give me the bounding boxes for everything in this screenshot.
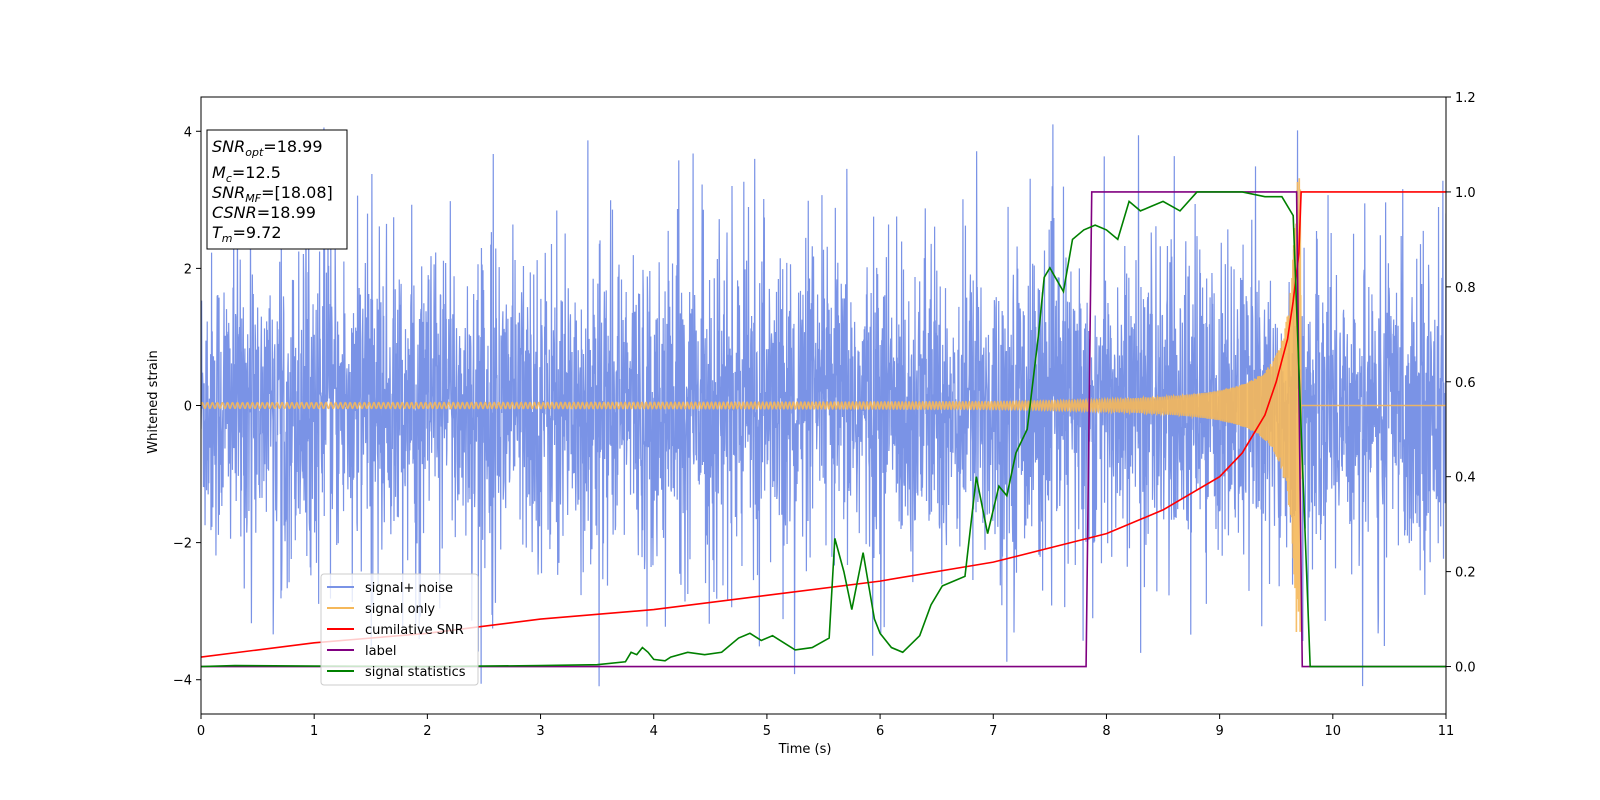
x-tick-label: 2	[423, 724, 431, 739]
info-snr-opt: SNRopt=18.99	[212, 137, 323, 159]
y-tick-label: −4	[173, 674, 192, 689]
legend-entry: signal only	[365, 602, 435, 617]
info-tm: Tm=9.72	[212, 223, 282, 245]
y-right-tick-label: 0.4	[1455, 471, 1476, 486]
x-tick-label: 4	[650, 724, 658, 739]
y-tick-label: 4	[184, 125, 192, 140]
info-snr-mf: SNRMF=[18.08]	[212, 183, 333, 205]
y-right-tick-label: 1.2	[1455, 91, 1476, 106]
info-csnr: CSNR=18.99	[212, 203, 316, 222]
y-right-tick-label: 1.0	[1455, 186, 1476, 201]
legend-entry: signal+ noise	[365, 581, 453, 596]
x-tick-label: 8	[1102, 724, 1110, 739]
y-right-tick-label: 0.8	[1455, 281, 1476, 296]
series-line-4	[201, 191, 1446, 668]
x-tick-label: 1	[310, 724, 318, 739]
x-tick-label: 6	[876, 724, 884, 739]
legend-box	[320, 573, 479, 686]
x-tick-label: 11	[1438, 724, 1455, 739]
y-tick-label: 2	[184, 262, 192, 277]
plot-area	[201, 124, 1446, 687]
axes: 0 1 2 3 4 5 6 7 8 9 10 11 −4 −2 0 2 4 0.0 0.2 0.4 0.6 0.8 1.0 1…	[173, 91, 1476, 739]
x-tick-label: 7	[989, 724, 997, 739]
info-mc: Mc=12.5	[212, 163, 281, 185]
y-right-tick-label: 0.0	[1455, 661, 1476, 676]
y-right-tick-label: 0.6	[1455, 376, 1476, 391]
x-tick-label: 3	[536, 724, 544, 739]
info-box: SNRopt=18.99 Mc=12.5 SNRMF=[18.08] CSNR=…	[206, 129, 348, 250]
x-tick-label: 10	[1325, 724, 1342, 739]
legend-entry: signal statistics	[365, 665, 466, 680]
y-axis-label: Whitened strain	[146, 350, 161, 453]
series-line-1	[201, 178, 1446, 632]
series-line-2	[201, 191, 1446, 658]
y-tick-label: 0	[184, 400, 192, 415]
legend-entry: cumilative SNR	[365, 623, 464, 638]
x-tick-label: 0	[197, 724, 205, 739]
y-tick-label: −2	[173, 537, 192, 552]
x-axis-label: Time (s)	[778, 742, 832, 757]
x-tick-label: 9	[1215, 724, 1223, 739]
series-line-0	[201, 124, 1446, 687]
legend-entry: label	[365, 644, 396, 659]
x-tick-label: 5	[763, 724, 771, 739]
y-right-tick-label: 0.2	[1455, 566, 1476, 581]
legend: signal+ noise signal only cumilative SNR la…	[320, 573, 479, 686]
